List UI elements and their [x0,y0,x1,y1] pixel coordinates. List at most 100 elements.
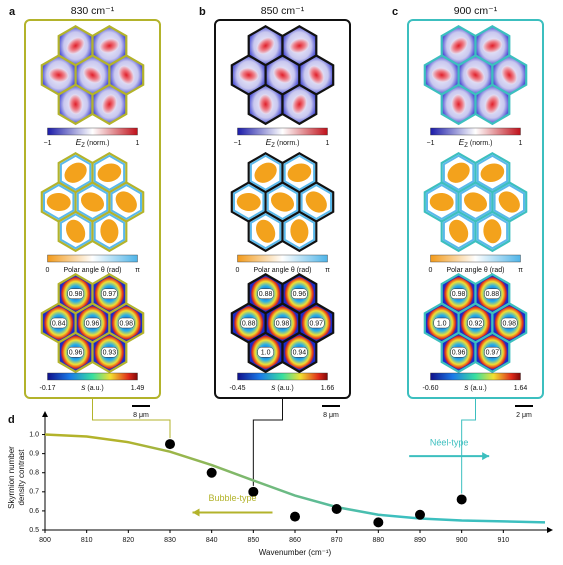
colorbar-min: −1 [234,140,242,147]
hex-rim [76,183,109,221]
colorbar [430,127,521,136]
colorbar-label: s (a.u.) [81,382,104,392]
colorbar-subscript: Z [464,143,468,149]
scale-bar-label: 8 μm [133,412,149,419]
value-box [50,317,67,329]
skyrmion-number: 0.97 [309,320,323,327]
connector [252,398,283,486]
value-box [450,347,467,358]
hex-rim [476,154,509,191]
value-box [433,317,450,329]
hex-rim [93,213,126,250]
hex-rim [249,213,282,250]
polar-domain [256,219,276,243]
colorbar-unit: (norm.) [85,140,110,147]
panel-letter: d [8,414,15,426]
hex-rim [283,213,316,250]
colorbar-label: Polar angle θ (rad) [254,267,312,274]
value-box [308,317,325,329]
colorbar-unit: Polar angle θ (rad) [447,267,505,274]
colorbar-label: Polar angle θ (rad) [447,267,505,274]
y-tick-label: 0.9 [29,450,39,457]
annotation: Néel-type [430,438,469,448]
colorbar-min: -0.45 [230,385,246,392]
value-box [101,347,118,358]
colorbar [47,254,138,263]
axis-arrow [42,411,48,417]
colorbar-max: π [135,267,140,274]
field-lobe [482,38,503,53]
value-box [291,347,308,358]
y-axis-label: density contrast [17,449,26,506]
hex-rim [59,154,92,191]
value-box [240,317,257,329]
panel-letter: a [9,6,16,18]
polar-domain [254,162,277,183]
colorbar [237,372,328,381]
skyrmion-number: 0.88 [242,320,256,327]
skyrmion-number: 0.92 [469,320,483,327]
x-axis-label: Wavenumber (cm⁻¹) [259,548,332,557]
colorbar-max: 1 [136,140,140,147]
x-tick-label: 800 [39,537,51,544]
value-box [118,317,135,329]
colorbar [430,254,521,263]
x-tick-label: 850 [247,537,259,544]
value-box [257,288,274,299]
hex-rim [283,154,316,191]
polar-domain [447,162,470,183]
colorbar-min: 0 [236,267,240,274]
y-tick-label: 0.7 [29,489,39,496]
colorbar-max: 1 [326,140,330,147]
hex-rim [459,183,492,221]
polar-domain [287,163,312,182]
field-lobe [83,66,102,84]
field-lobe [449,37,468,55]
colorbar [47,372,138,381]
y-tick-label: 1.0 [29,431,39,438]
arrow-head [482,452,490,461]
hex-rim [110,183,142,221]
skyrmion-number: 0.98 [502,320,516,327]
colorbar-unit: (norm.) [275,140,300,147]
field-lobe [291,94,307,114]
hex-rim [59,213,92,250]
colorbar-unit: (a.u.) [85,385,103,392]
skyrmion-number: 0.98 [452,291,466,298]
polar-domain [100,219,119,244]
polar-domain [498,191,520,213]
colorbar-max: 1.49 [131,385,145,392]
colorbar-symbol: E [266,137,272,147]
hex-rim [493,183,525,221]
x-tick-label: 830 [164,537,176,544]
colorbar [237,254,328,263]
colorbar-unit: (a.u.) [275,385,293,392]
data-point [331,504,342,514]
value-box [484,288,501,299]
colorbar-symbol: s [464,382,469,392]
skyrmion-number: 1.0 [437,320,447,327]
connector [92,398,171,439]
colorbar-subscript: Z [81,143,85,149]
colorbar-max: π [518,267,523,274]
polar-domain [449,219,469,243]
skyrmion-number: 0.93 [103,350,117,357]
colorbar [430,372,521,381]
polar-domain [429,192,454,212]
field-lobe [118,65,135,85]
panel-letter: b [199,6,206,18]
polar-domain [97,163,122,182]
skyrmion-number: 0.94 [293,350,307,357]
x-tick-label: 900 [456,537,468,544]
colorbar-label: s (a.u.) [464,382,487,392]
colorbar-max: 1.64 [514,385,528,392]
y-tick-label: 0.5 [29,527,39,534]
field-lobe [484,94,500,114]
colorbar-min: -0.17 [40,385,56,392]
colorbar-symbol: s [271,382,276,392]
value-box [501,317,518,329]
field-lobe [466,66,485,84]
skyrmion-number: 0.96 [293,291,307,298]
skyrmion-number: 0.96 [69,350,83,357]
